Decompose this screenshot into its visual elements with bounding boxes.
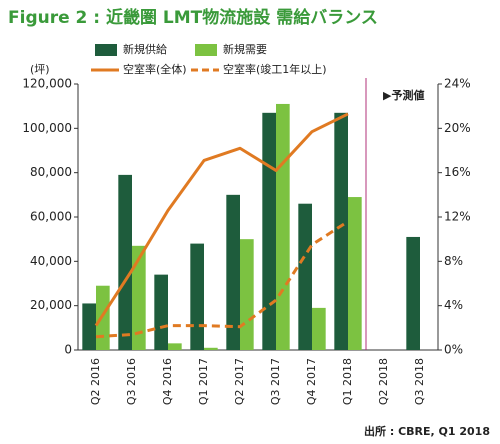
legend-label: 空室率(竣工1年以上) xyxy=(223,62,327,76)
y2-tick-label: 16% xyxy=(444,165,471,179)
y-tick-label: 60,000 xyxy=(30,210,72,224)
bar xyxy=(240,239,254,350)
bar xyxy=(406,236,420,350)
chart-title: Figure 2 : 近畿圏 LMT物流施設 需給バランス xyxy=(8,7,378,28)
y2-tick-label: 0% xyxy=(444,343,463,357)
legend-label: 新規供給 xyxy=(123,42,167,56)
x-tick-label: Q2 2018 xyxy=(377,358,390,405)
bar xyxy=(298,203,312,350)
y-tick-label: 0 xyxy=(64,343,72,357)
bar xyxy=(190,243,204,350)
bar xyxy=(82,303,96,350)
y-tick-label: 40,000 xyxy=(30,254,72,268)
y2-tick-label: 12% xyxy=(444,210,471,224)
line xyxy=(95,220,349,339)
y2-tick-label: 4% xyxy=(444,298,463,312)
x-tick-label: Q2 2016 xyxy=(89,358,102,405)
bar xyxy=(204,347,218,350)
legend-swatch xyxy=(195,44,217,56)
y-tick-label: 100,000 xyxy=(22,121,72,135)
legend-label: 空室率(全体) xyxy=(123,62,187,76)
bar xyxy=(168,343,182,350)
x-tick-label: Q3 2017 xyxy=(269,358,282,405)
x-tick-label: Q1 2018 xyxy=(341,358,354,405)
source: 出所 : CBRE, Q1 2018 xyxy=(364,424,490,438)
x-tick-label: Q3 2018 xyxy=(413,358,426,405)
x-tick-label: Q4 2016 xyxy=(161,358,174,405)
bar xyxy=(154,274,168,350)
x-tick-label: Q1 2017 xyxy=(197,358,210,405)
bar xyxy=(118,174,132,350)
line xyxy=(94,112,349,327)
y2-tick-label: 8% xyxy=(444,254,463,268)
x-tick-label: Q3 2016 xyxy=(125,358,138,405)
bar xyxy=(262,112,276,350)
annotation: ▶予測値 xyxy=(383,88,424,102)
bar xyxy=(334,112,348,350)
bar xyxy=(348,197,362,350)
legend-label: 新規需要 xyxy=(223,42,267,56)
bar xyxy=(132,245,146,350)
bar xyxy=(226,194,240,350)
bar xyxy=(96,285,110,350)
y-tick-label: 20,000 xyxy=(30,298,72,312)
y-axis-label: (坪) xyxy=(30,63,50,76)
legend-swatch xyxy=(95,44,117,56)
y2-tick-label: 20% xyxy=(444,121,471,135)
x-tick-label: Q2 2017 xyxy=(233,358,246,405)
y2-tick-label: 24% xyxy=(444,77,471,91)
y-tick-label: 120,000 xyxy=(22,77,72,91)
x-tick-label: Q4 2017 xyxy=(305,358,318,405)
y-tick-label: 80,000 xyxy=(30,165,72,179)
bar xyxy=(276,103,290,350)
bar xyxy=(312,307,326,350)
